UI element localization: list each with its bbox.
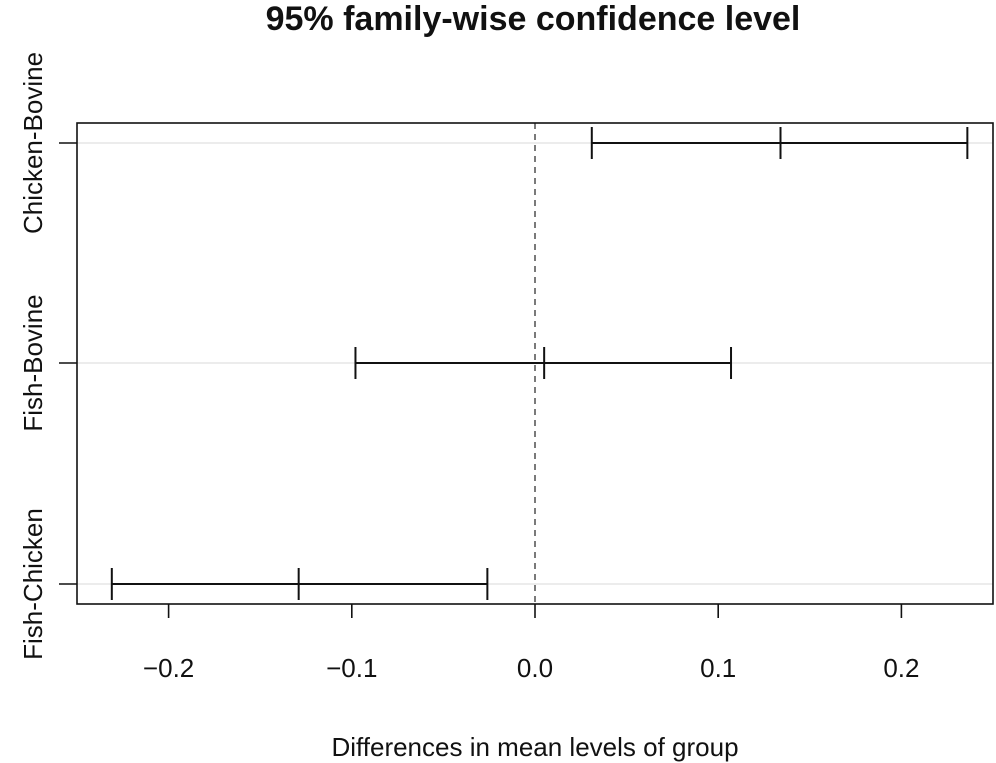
y-tick-label-fish-bovine: Fish-Bovine [18,294,48,431]
interval-fish-bovine [354,347,733,379]
y-tick-label-fish-chicken: Fish-Chicken [18,508,48,660]
x-tick-label-3: 0.0 [517,653,553,683]
x-axis-label: Differences in mean levels of group [331,732,738,762]
x-tick-label-2: −0.1 [326,653,377,683]
confidence-intervals [110,127,969,600]
x-tick-label-5: 0.2 [883,653,919,683]
chart-title: 95% family-wise confidence level [266,0,801,38]
interval-fish-chicken [110,568,489,600]
y-tick-label-chicken-bovine: Chicken-Bovine [18,52,48,234]
y-axis: Chicken-Bovine Fish-Bovine Fish-Chicken [18,52,77,660]
x-tick-label-1: −0.2 [143,653,194,683]
x-axis: −0.2 −0.1 0.0 0.1 0.2 [143,604,919,683]
x-tick-label-4: 0.1 [700,653,736,683]
interval-chicken-bovine [590,127,969,159]
